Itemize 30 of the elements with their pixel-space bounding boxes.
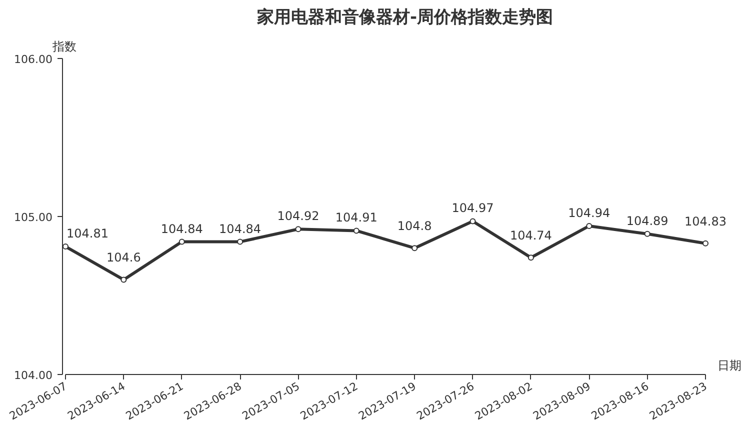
data-label: 104.8 <box>397 219 432 234</box>
y-tick-label: 104.00 <box>14 369 53 382</box>
data-label: 104.6 <box>106 250 141 265</box>
chart-title: 家用电器和音像器材-周价格指数走势图 <box>256 8 554 28</box>
point <box>470 218 476 224</box>
point <box>178 238 185 245</box>
point <box>62 244 68 250</box>
data-label: 104.92 <box>277 209 320 224</box>
data-label: 104.83 <box>684 214 727 228</box>
point <box>120 276 127 283</box>
point <box>237 238 244 245</box>
point <box>586 222 592 229</box>
data-label: 104.84 <box>219 222 262 236</box>
y-tick-label: 105.00 <box>14 211 53 224</box>
data-label: 104.81 <box>66 226 109 241</box>
data-label: 104.84 <box>160 222 203 236</box>
point <box>644 230 650 237</box>
data-label: 104.97 <box>452 201 494 216</box>
point <box>528 254 534 261</box>
point <box>412 245 418 252</box>
x-axis-title: 日期 <box>718 358 742 372</box>
y-axis-title: 指数 <box>52 40 76 54</box>
data-label: 104.94 <box>568 206 610 220</box>
point <box>353 228 360 234</box>
data-label: 104.91 <box>335 210 378 225</box>
point <box>295 226 302 232</box>
data-label: 104.89 <box>626 214 668 228</box>
data-label: 104.74 <box>510 228 552 243</box>
y-tick-label: 106.00 <box>14 53 53 66</box>
point <box>702 240 708 246</box>
